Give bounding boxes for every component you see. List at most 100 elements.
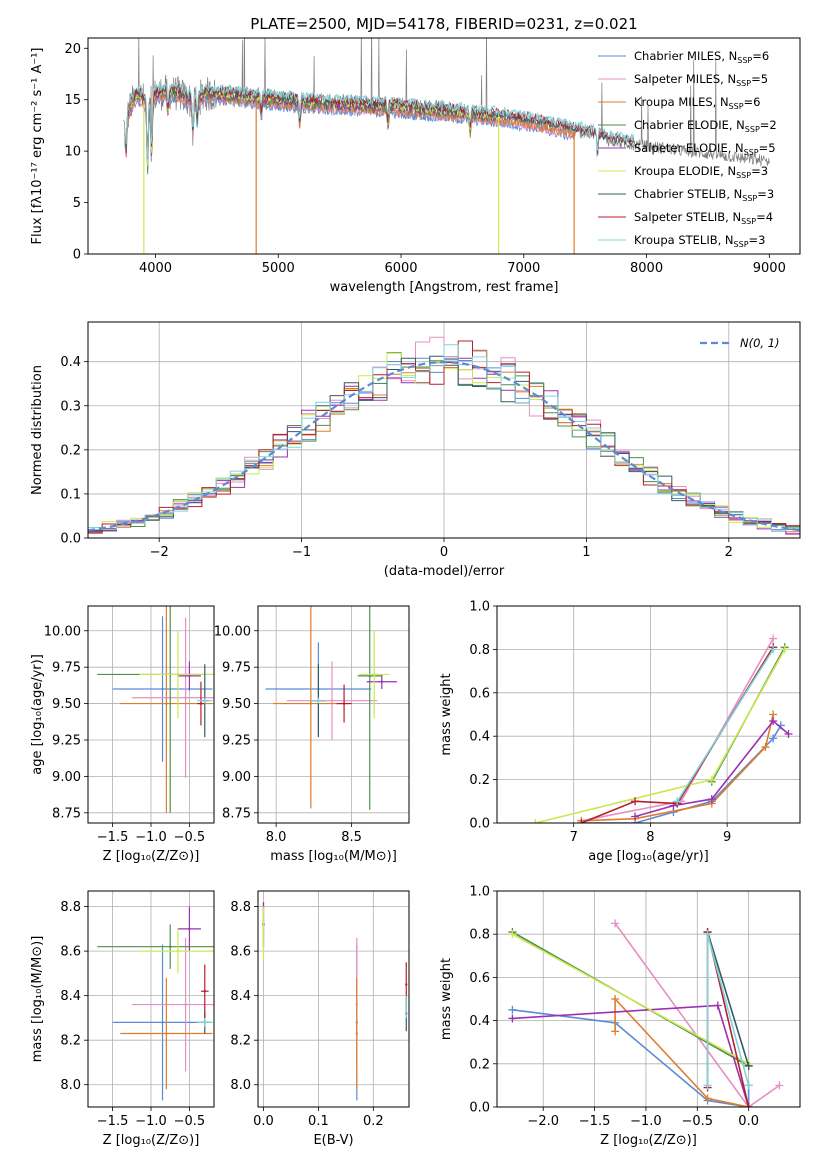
panel-mass-weight-vs-Z: −2.0 −1.5 −1.0 −0.5 0.0 0.0 0.2 0.4 0.6 0.8 1.0 Z [… <box>439 885 801 1148</box>
data-point <box>368 674 371 678</box>
x-tick-label: 0.0 <box>738 1114 759 1129</box>
plus-marker <box>508 930 517 939</box>
y-tick-label: 0.4 <box>469 730 490 745</box>
legend-label: Salpeter ELODIE, N <box>634 141 744 155</box>
legend-subscript: SSP <box>745 125 760 134</box>
plus-marker <box>775 1081 784 1090</box>
plus-marker <box>769 645 778 654</box>
x-tick-label: −1.5 <box>97 1114 129 1129</box>
y-tick-label: 1.0 <box>469 600 490 615</box>
x-tick-label: 2 <box>725 545 733 560</box>
plus-marker <box>611 919 620 928</box>
y-tick-label: 0.4 <box>469 1014 490 1029</box>
y-axis-label: mass weight <box>439 958 454 1040</box>
plus-marker <box>769 734 778 743</box>
axes-frame <box>257 605 410 824</box>
data-point <box>199 702 203 705</box>
axes-frame <box>496 605 801 824</box>
y-tick-label: 0.1 <box>60 487 81 502</box>
legend-entry: Kroupa ELODIE, NSSP=3 <box>634 164 768 180</box>
legend-count: =5 <box>751 72 768 86</box>
mass-weight-line <box>614 922 780 1107</box>
mass-weight-line <box>581 724 782 823</box>
legend-label: Chabrier STELIB, N <box>634 187 742 201</box>
x-tick-label: −1.0 <box>630 1114 662 1129</box>
y-tick-label: 0.0 <box>469 817 490 832</box>
x-tick-label: 9 <box>723 830 731 845</box>
legend-count: =3 <box>749 233 766 247</box>
data-point <box>355 1032 359 1035</box>
legend-subscript: SSP <box>736 171 751 180</box>
y-tick-label: 9.25 <box>52 733 81 748</box>
mass-weight-line <box>581 638 774 822</box>
axes-frame <box>257 890 410 1108</box>
data-point <box>184 696 187 699</box>
y-tick-label: 0.6 <box>469 686 490 701</box>
plus-marker <box>780 645 789 654</box>
plus-marker <box>508 1014 517 1023</box>
y-tick-label: 0.8 <box>469 928 490 943</box>
legend-subscript: SSP <box>741 217 756 226</box>
mass-weight-line <box>581 646 774 823</box>
legend-label: Chabrier MILES, N <box>634 49 737 63</box>
y-tick-label: 0.3 <box>60 399 81 414</box>
x-tick-label: 1 <box>582 545 590 560</box>
model-spectrum-line <box>124 82 635 160</box>
x-tick-label: −1.0 <box>135 830 167 845</box>
x-axis-label: Z [log₁₀(Z/Z⊙)] <box>103 849 200 864</box>
legend-subscript: SSP <box>737 56 752 65</box>
gaussian-reference-curve <box>88 360 800 532</box>
y-tick-label: 1.0 <box>469 885 490 900</box>
y-tick-label: 9.50 <box>52 697 81 712</box>
legend-subscript: SSP <box>729 102 744 111</box>
plot-area <box>88 336 800 535</box>
x-axis-label: (data-model)/error <box>384 564 505 579</box>
chart-title: PLATE=2500, MJD=54178, FIBERID=0231, z=0… <box>250 15 637 33</box>
y-axis-label: mass [log₁₀(M/M⊙)] <box>30 936 45 1063</box>
mass-weight-line <box>706 933 750 1086</box>
mass-weight-line <box>614 996 749 1107</box>
x-tick-label: 8.5 <box>341 830 362 845</box>
y-tick-label: 8.8 <box>60 900 81 915</box>
plus-marker <box>673 797 682 806</box>
x-tick-label: 8000 <box>630 261 663 276</box>
x-tick-label: 7000 <box>507 261 540 276</box>
data-point <box>203 1021 206 1024</box>
data-point <box>405 1005 408 1008</box>
plus-marker <box>703 1094 712 1103</box>
y-tick-label: 0.2 <box>469 773 490 788</box>
x-tick-label: 0.2 <box>363 1114 384 1129</box>
data-point <box>169 945 172 948</box>
plus-marker <box>508 1005 517 1014</box>
x-tick-label: −1 <box>292 545 311 560</box>
y-tick-label: 0.8 <box>469 643 490 658</box>
x-axis-label: mass [log₁₀(M/M⊙)] <box>270 849 397 864</box>
data-point <box>405 983 408 986</box>
y-tick-label: 8.6 <box>60 945 81 960</box>
y-tick-label: 8.75 <box>222 806 251 821</box>
x-tick-label: −2 <box>150 545 169 560</box>
data-point <box>165 702 168 705</box>
plus-marker <box>531 819 540 823</box>
data-point <box>161 1021 164 1024</box>
x-axis-label: Z [log₁₀(Z/Z⊙)] <box>103 1133 200 1148</box>
legend-label: Kroupa MILES, N <box>634 95 729 109</box>
y-tick-label: 9.75 <box>222 661 251 676</box>
y-tick-label: 0.2 <box>60 443 81 458</box>
y-axis-label: Flux [fλ10⁻¹⁷ erg cm⁻² s⁻¹ A⁻¹] <box>30 48 45 245</box>
data-point <box>342 702 346 705</box>
x-tick-label: 7 <box>570 830 578 845</box>
x-tick-label: 8 <box>646 830 654 845</box>
axes-frame <box>87 37 801 255</box>
legend-entry: Salpeter STELIB, NSSP=4 <box>634 210 773 226</box>
x-tick-label: −1.5 <box>97 830 129 845</box>
legend-subscript: SSP <box>736 79 751 88</box>
data-point <box>309 702 313 705</box>
panel-residuals: −2 −1 0 1 2 0.0 0.1 0.2 0.3 0.4 (data-model)/error… <box>30 321 801 579</box>
y-tick-label: 0.0 <box>469 1101 490 1116</box>
panel-age-vs-mass: 8.0 8.5 8.75 9.00 9.25 9.50 9.75 10.00 mass [log… <box>214 605 410 864</box>
y-tick-label: 9.00 <box>222 770 251 785</box>
axes-frame <box>496 890 801 1108</box>
y-tick-label: 9.75 <box>52 661 81 676</box>
data-point <box>161 687 164 691</box>
